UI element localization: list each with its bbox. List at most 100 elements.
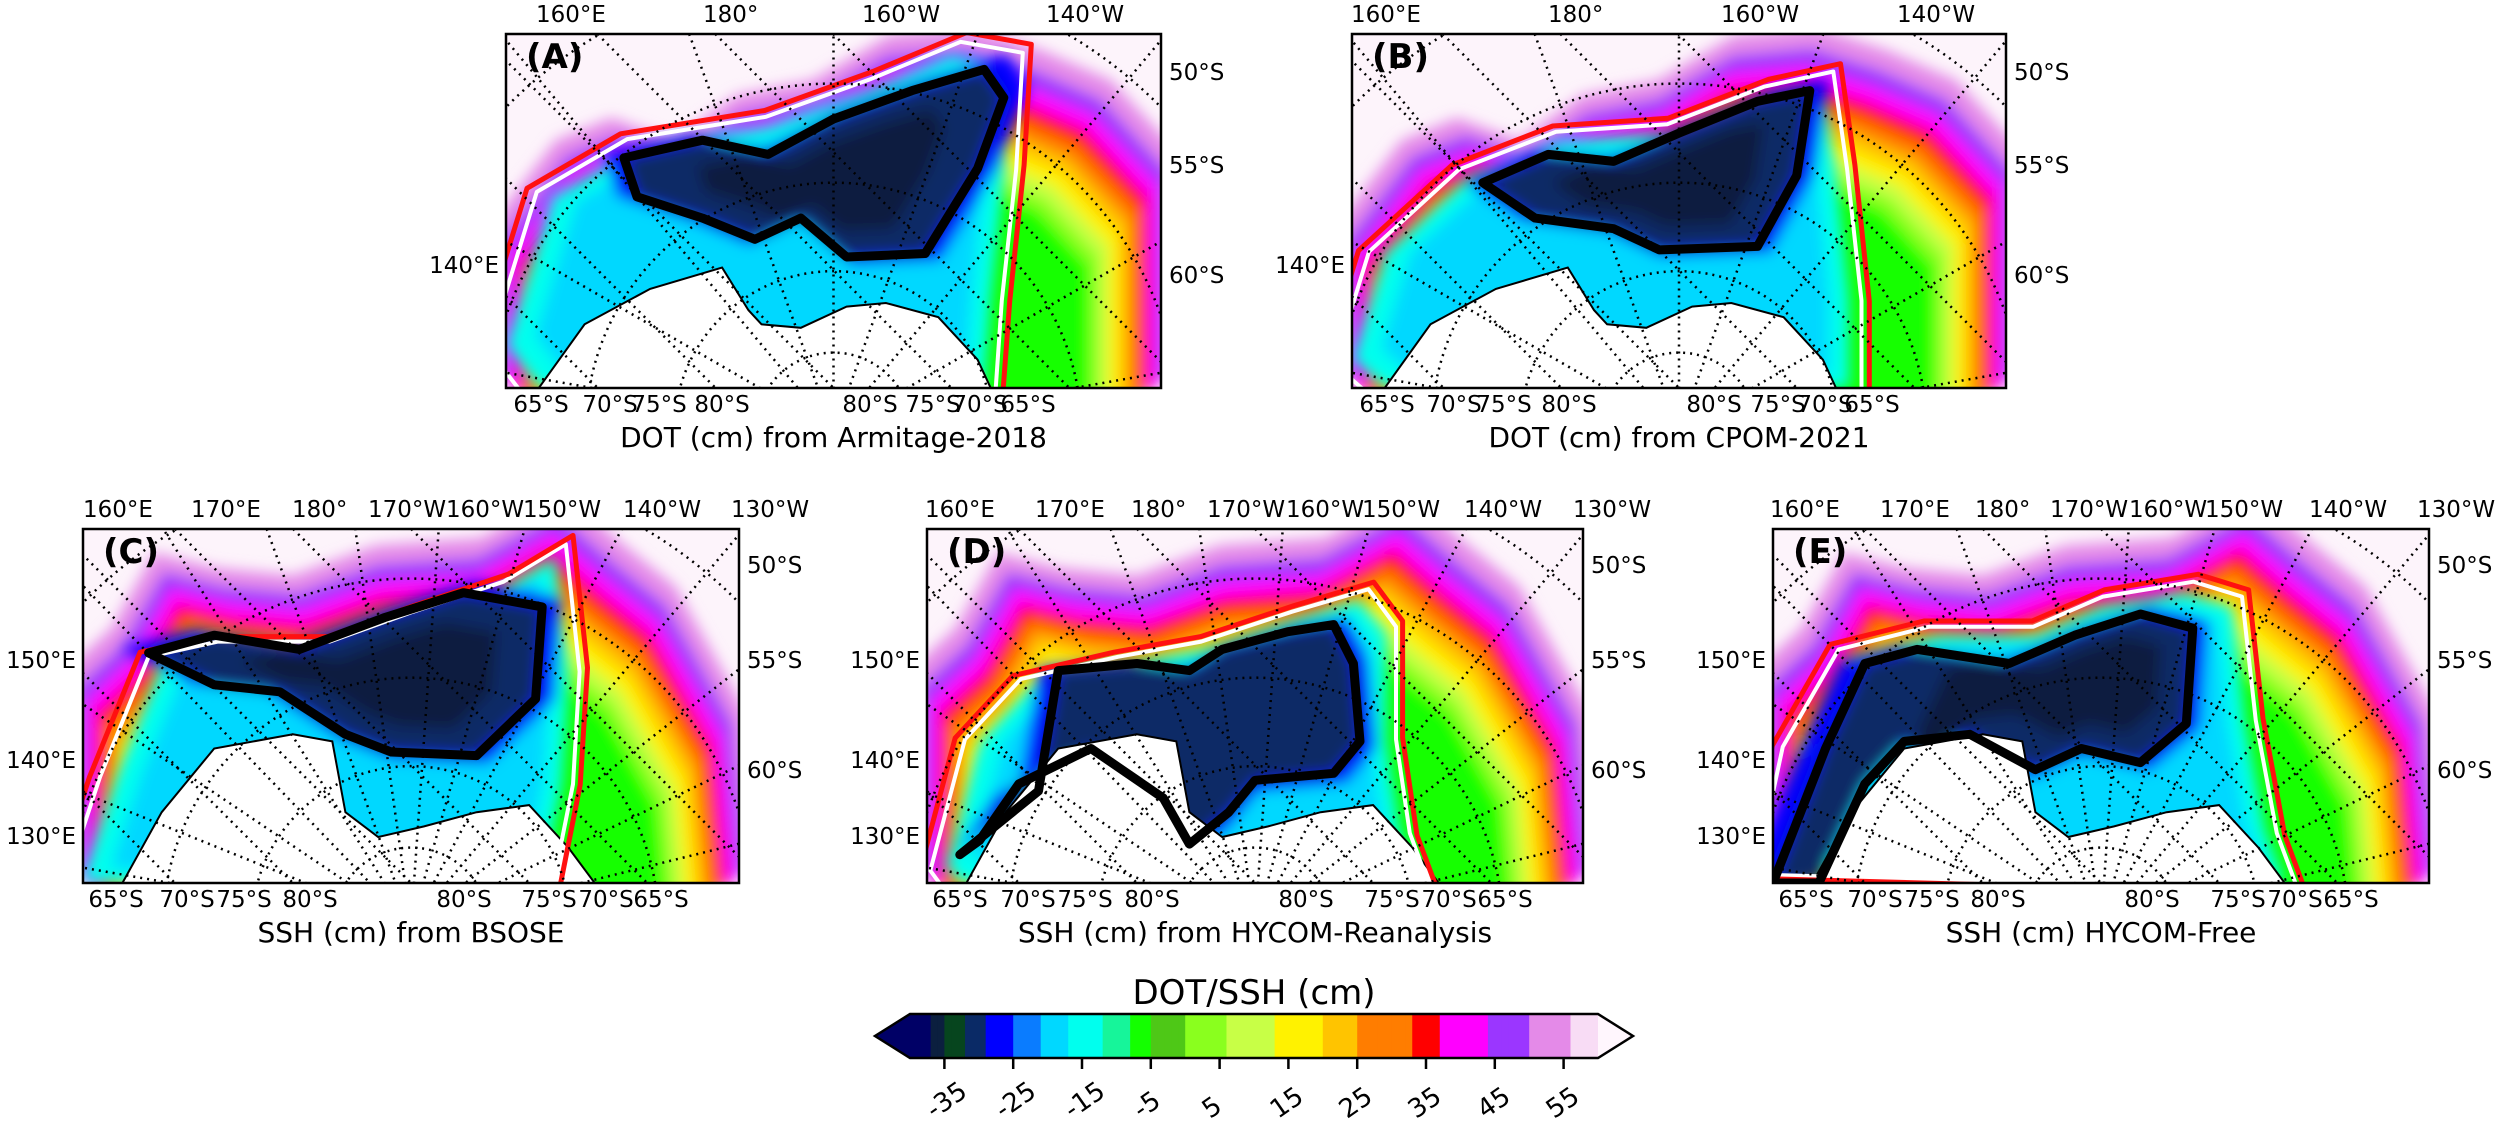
lon-tick-label: 130°E bbox=[850, 824, 920, 850]
panel-b bbox=[1350, 32, 2008, 390]
panel-frame bbox=[1350, 32, 2008, 390]
lon-tick-label: 160°E bbox=[925, 497, 995, 523]
panel-d bbox=[925, 527, 1585, 885]
lon-tick-label: 160°E bbox=[1351, 2, 1421, 28]
lat-tick-label: 75°S bbox=[905, 392, 961, 418]
lat-tick-label: 75°S bbox=[1057, 887, 1113, 913]
lon-tick-label: 130°E bbox=[6, 824, 76, 850]
lon-tick-label: 170°E bbox=[1880, 497, 1950, 523]
lon-tick-label: 130°W bbox=[2417, 497, 2496, 523]
lat-tick-label: 70°S bbox=[2267, 887, 2323, 913]
lat-tick-label: 75°S bbox=[216, 887, 272, 913]
lon-tick-label: 160°W bbox=[862, 2, 941, 28]
lat-tick-label: 55°S bbox=[2014, 153, 2070, 179]
lon-tick-label: 160°E bbox=[83, 497, 153, 523]
lon-tick-label: 160°W bbox=[1721, 2, 1800, 28]
lat-tick-label: 80°S bbox=[2124, 887, 2180, 913]
lat-tick-label: 60°S bbox=[1169, 263, 1225, 289]
lon-tick-label: 140°W bbox=[1464, 497, 1543, 523]
panel-label: (C) bbox=[103, 532, 160, 572]
lat-tick-label: 70°S bbox=[578, 887, 634, 913]
panel-title: DOT (cm) from Armitage-2018 bbox=[620, 421, 1047, 454]
lat-tick-label: 60°S bbox=[1591, 758, 1647, 784]
panel-title: SSH (cm) from HYCOM-Reanalysis bbox=[1017, 916, 1493, 949]
panel-c bbox=[81, 527, 741, 885]
panel-e bbox=[1771, 527, 2431, 885]
lat-tick-label: 75°S bbox=[1476, 392, 1532, 418]
lat-tick-label: 80°S bbox=[1970, 887, 2026, 913]
lon-tick-label: 160°E bbox=[1770, 497, 1840, 523]
lon-tick-label: 140°E bbox=[1696, 748, 1766, 774]
panel-label: (A) bbox=[526, 37, 584, 77]
lat-tick-label: 50°S bbox=[747, 553, 803, 579]
panel-frame bbox=[504, 32, 1163, 390]
lon-tick-label: 130°E bbox=[1696, 824, 1766, 850]
lat-tick-label: 80°S bbox=[694, 392, 750, 418]
lat-tick-label: 50°S bbox=[2437, 553, 2493, 579]
lon-tick-label: 150°W bbox=[1362, 497, 1441, 523]
colorbar-title: DOT/SSH (cm) bbox=[1132, 973, 1376, 1013]
panel-frame bbox=[1771, 527, 2431, 885]
panel-label: (D) bbox=[947, 532, 1007, 572]
panel-label: (B) bbox=[1372, 37, 1429, 77]
lon-tick-label: 170°W bbox=[368, 497, 447, 523]
lon-tick-label: 160°E bbox=[536, 2, 606, 28]
lat-tick-label: 80°S bbox=[1278, 887, 1334, 913]
lat-tick-label: 80°S bbox=[1686, 392, 1742, 418]
lon-tick-label: 140°E bbox=[6, 748, 76, 774]
lon-tick-label: 140°W bbox=[623, 497, 702, 523]
lon-tick-label: 170°E bbox=[191, 497, 261, 523]
lat-tick-label: 75°S bbox=[631, 392, 687, 418]
lon-tick-label: 160°W bbox=[1286, 497, 1365, 523]
lat-tick-label: 65°S bbox=[1359, 392, 1415, 418]
panel-frame bbox=[81, 527, 741, 885]
lat-tick-label: 60°S bbox=[2437, 758, 2493, 784]
lon-tick-label: 180° bbox=[1548, 2, 1604, 28]
lat-tick-label: 75°S bbox=[521, 887, 577, 913]
lat-tick-label: 70°S bbox=[1797, 392, 1853, 418]
lat-tick-label: 75°S bbox=[1904, 887, 1960, 913]
lat-tick-label: 80°S bbox=[1541, 392, 1597, 418]
lon-tick-label: 150°E bbox=[1696, 648, 1766, 674]
lon-tick-label: 140°W bbox=[1897, 2, 1976, 28]
lat-tick-label: 80°S bbox=[436, 887, 492, 913]
lat-tick-label: 80°S bbox=[842, 392, 898, 418]
lon-tick-label: 130°W bbox=[731, 497, 810, 523]
panel-frame bbox=[925, 527, 1585, 885]
panel-a bbox=[504, 32, 1163, 390]
lon-tick-label: 140°E bbox=[1275, 253, 1345, 279]
lat-tick-label: 55°S bbox=[747, 648, 803, 674]
lon-tick-label: 170°W bbox=[2050, 497, 2129, 523]
lat-tick-label: 70°S bbox=[1426, 392, 1482, 418]
lon-tick-label: 180° bbox=[1131, 497, 1187, 523]
lon-tick-label: 130°W bbox=[1573, 497, 1652, 523]
lat-tick-label: 50°S bbox=[1591, 553, 1647, 579]
lat-tick-label: 70°S bbox=[159, 887, 215, 913]
lat-tick-label: 80°S bbox=[1124, 887, 1180, 913]
colorbar-extend-max bbox=[1598, 1014, 1633, 1058]
lat-tick-label: 55°S bbox=[1591, 648, 1647, 674]
lat-tick-label: 80°S bbox=[282, 887, 338, 913]
lon-tick-label: 140°W bbox=[1046, 2, 1125, 28]
lat-tick-label: 50°S bbox=[2014, 60, 2070, 86]
lon-tick-label: 180° bbox=[1975, 497, 2031, 523]
colorbar-extend-min bbox=[875, 1014, 910, 1058]
lat-tick-label: 60°S bbox=[747, 758, 803, 784]
lon-tick-label: 170°E bbox=[1035, 497, 1105, 523]
lat-tick-label: 70°S bbox=[952, 392, 1008, 418]
lon-tick-label: 150°E bbox=[850, 648, 920, 674]
lat-tick-label: 60°S bbox=[2014, 263, 2070, 289]
lat-tick-label: 65°S bbox=[1477, 887, 1533, 913]
lat-tick-label: 75°S bbox=[1750, 392, 1806, 418]
panel-title: SSH (cm) from BSOSE bbox=[257, 916, 565, 949]
lat-tick-label: 70°S bbox=[1000, 887, 1056, 913]
panel-title: DOT (cm) from CPOM-2021 bbox=[1488, 421, 1870, 454]
lon-tick-label: 140°E bbox=[429, 253, 499, 279]
lat-tick-label: 70°S bbox=[1421, 887, 1477, 913]
lat-tick-label: 75°S bbox=[2210, 887, 2266, 913]
lon-tick-label: 150°W bbox=[2205, 497, 2284, 523]
lat-tick-label: 65°S bbox=[88, 887, 144, 913]
lat-tick-label: 65°S bbox=[633, 887, 689, 913]
